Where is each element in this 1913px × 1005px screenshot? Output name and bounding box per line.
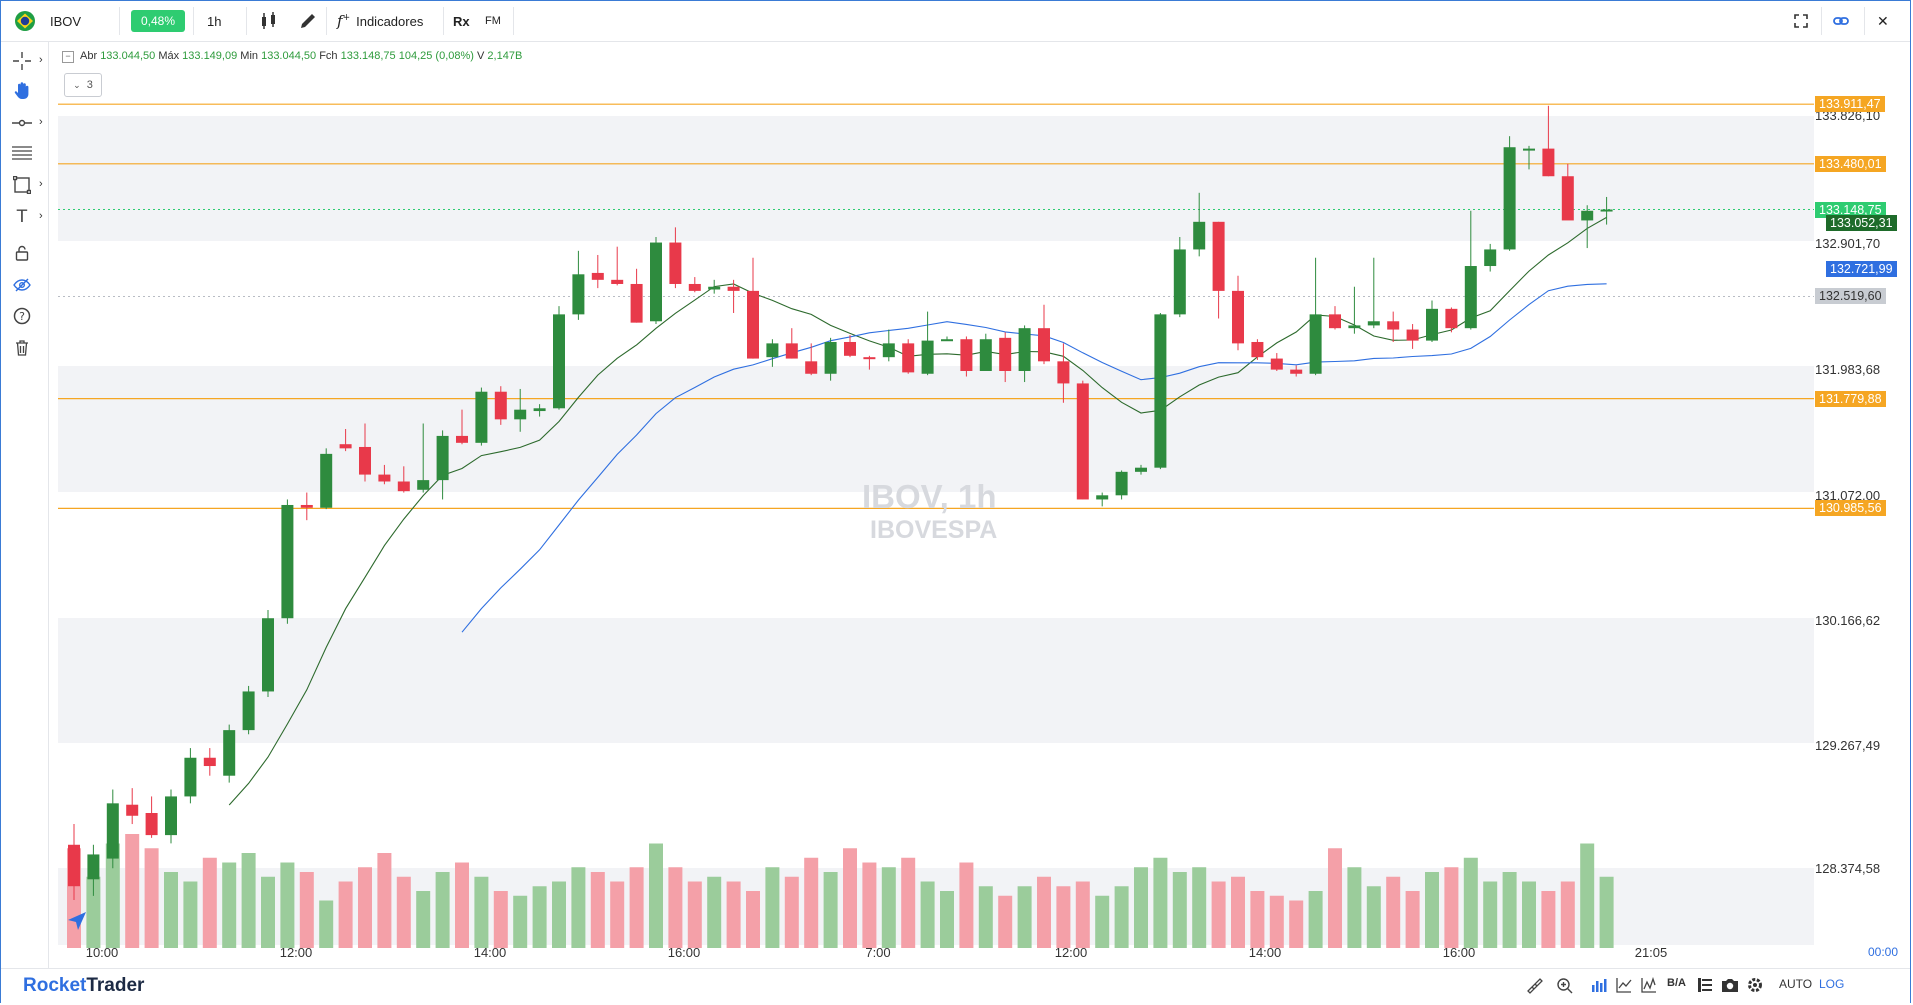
time-axis-label: 12:00: [1054, 945, 1088, 960]
low-value: 133.044,50: [261, 50, 317, 62]
time-axis-label: 10:00: [85, 945, 119, 960]
price-axis-label: 131.983,68: [1815, 362, 1881, 378]
timeframe-button[interactable]: 1h: [207, 13, 222, 29]
bottom-toolbar: RocketTrader B/A AUTO LOG: [1, 968, 1910, 1003]
close-value: 133.148,75: [340, 50, 396, 62]
rockettrader-logo: RocketTrader: [23, 975, 145, 996]
rectangle-icon[interactable]: [11, 174, 33, 196]
price-tag: 132.721,99: [1826, 260, 1897, 277]
fullscreen-icon[interactable]: [1794, 1, 1808, 41]
text-tool-icon[interactable]: T: [16, 207, 28, 227]
indicators-label: Indicadores: [356, 13, 424, 29]
change-badge: 0,48%: [131, 10, 186, 32]
price-axis-label: 129.267,49: [1815, 737, 1881, 753]
crosshair-icon[interactable]: [11, 50, 33, 72]
close-icon[interactable]: ✕: [1877, 12, 1889, 29]
time-axis-label: 16:00: [667, 945, 701, 960]
chevron-right-icon[interactable]: ›: [39, 116, 43, 128]
price-tag: 131.779,88: [1815, 390, 1886, 407]
high-value: 133.149,09: [182, 50, 238, 62]
timezone-label[interactable]: 00:00: [1868, 945, 1899, 959]
watermark-title: IBOV, 1h: [862, 478, 997, 515]
chevron-right-icon[interactable]: ›: [39, 210, 43, 222]
help-icon[interactable]: ?: [11, 305, 33, 327]
fibonacci-icon[interactable]: [11, 142, 33, 164]
book-icon[interactable]: [1698, 977, 1712, 996]
lock-icon[interactable]: [11, 242, 33, 264]
link-icon[interactable]: [1833, 1, 1849, 41]
price-axis-label: 131.072,00: [1815, 488, 1881, 504]
top-toolbar: IBOV 0,48% 1h f+ Indicadores Rx FM ✕: [1, 1, 1910, 42]
price-tag: 133.480,01: [1815, 155, 1886, 172]
price-tag: 133.911,47: [1815, 96, 1885, 113]
price-axis-label: 132.901,70: [1815, 235, 1881, 251]
price-tag: 133.052,31: [1826, 214, 1897, 231]
price-tag: 133.148,75: [1815, 201, 1886, 218]
rx-button[interactable]: Rx: [453, 13, 470, 29]
indicators-button[interactable]: f+ Indicadores: [337, 1, 423, 41]
volume-bars-icon[interactable]: [1591, 977, 1607, 996]
indicator-chart-icon[interactable]: [1616, 977, 1632, 996]
ruler-icon[interactable]: [1526, 977, 1544, 998]
hand-icon[interactable]: [11, 80, 33, 102]
time-axis-label: 14:00: [1248, 945, 1282, 960]
price-tag: 130.985,56: [1815, 500, 1886, 517]
drawing-toolbar: › › › T › ?: [1, 42, 49, 972]
time-axis-label: 7:00: [865, 945, 891, 960]
collapse-legend-icon[interactable]: −: [62, 51, 74, 63]
symbol-selector[interactable]: IBOV: [50, 13, 82, 29]
trash-icon[interactable]: [11, 337, 33, 359]
hide-eye-icon[interactable]: [11, 274, 33, 296]
camera-icon[interactable]: [1721, 977, 1739, 996]
log-scale-button[interactable]: LOG: [1819, 977, 1845, 991]
watermark-subtitle: IBOVESPA: [870, 516, 998, 544]
chevron-down-icon: ⌄: [73, 79, 81, 90]
time-axis-label: 21:05: [1634, 945, 1668, 960]
time-axis-label: 14:00: [473, 945, 507, 960]
indicator-count-toggle[interactable]: ⌄ 3: [64, 73, 102, 97]
line-tool-icon[interactable]: [11, 112, 33, 134]
pencil-icon[interactable]: [298, 1, 318, 41]
pulse-chart-icon[interactable]: [1641, 976, 1657, 996]
bid-ask-icon[interactable]: B/A: [1667, 977, 1686, 989]
indicator-count: 3: [86, 79, 93, 91]
volume-value: 2,147B: [487, 50, 523, 62]
price-axis-label: 130.166,62: [1815, 613, 1881, 629]
brazil-flag-icon: [12, 1, 38, 41]
open-value: 133.044,50: [100, 50, 156, 62]
time-axis-label: 16:00: [1442, 945, 1476, 960]
auto-scale-button[interactable]: AUTO: [1779, 977, 1813, 991]
change-value: 104,25 (0,08%): [398, 50, 474, 62]
ohlc-legend: Abr 133.044,50 Máx 133.149,09 Min 133.04…: [80, 50, 523, 62]
price-axis-label: 128.374,58: [1815, 861, 1881, 876]
price-tag: 132.519,60: [1815, 288, 1886, 305]
settings-icon[interactable]: [1747, 977, 1763, 996]
svg-text:?: ?: [19, 310, 25, 323]
chevron-right-icon[interactable]: ›: [39, 54, 43, 66]
fm-button[interactable]: FM: [485, 15, 501, 27]
candlestick-icon[interactable]: [259, 1, 279, 41]
navigation-arrow-icon[interactable]: [64, 908, 90, 934]
zoom-icon[interactable]: [1556, 977, 1574, 998]
time-axis-label: 12:00: [279, 945, 313, 960]
function-icon: f+: [337, 12, 351, 30]
chevron-right-icon[interactable]: ›: [39, 178, 43, 190]
